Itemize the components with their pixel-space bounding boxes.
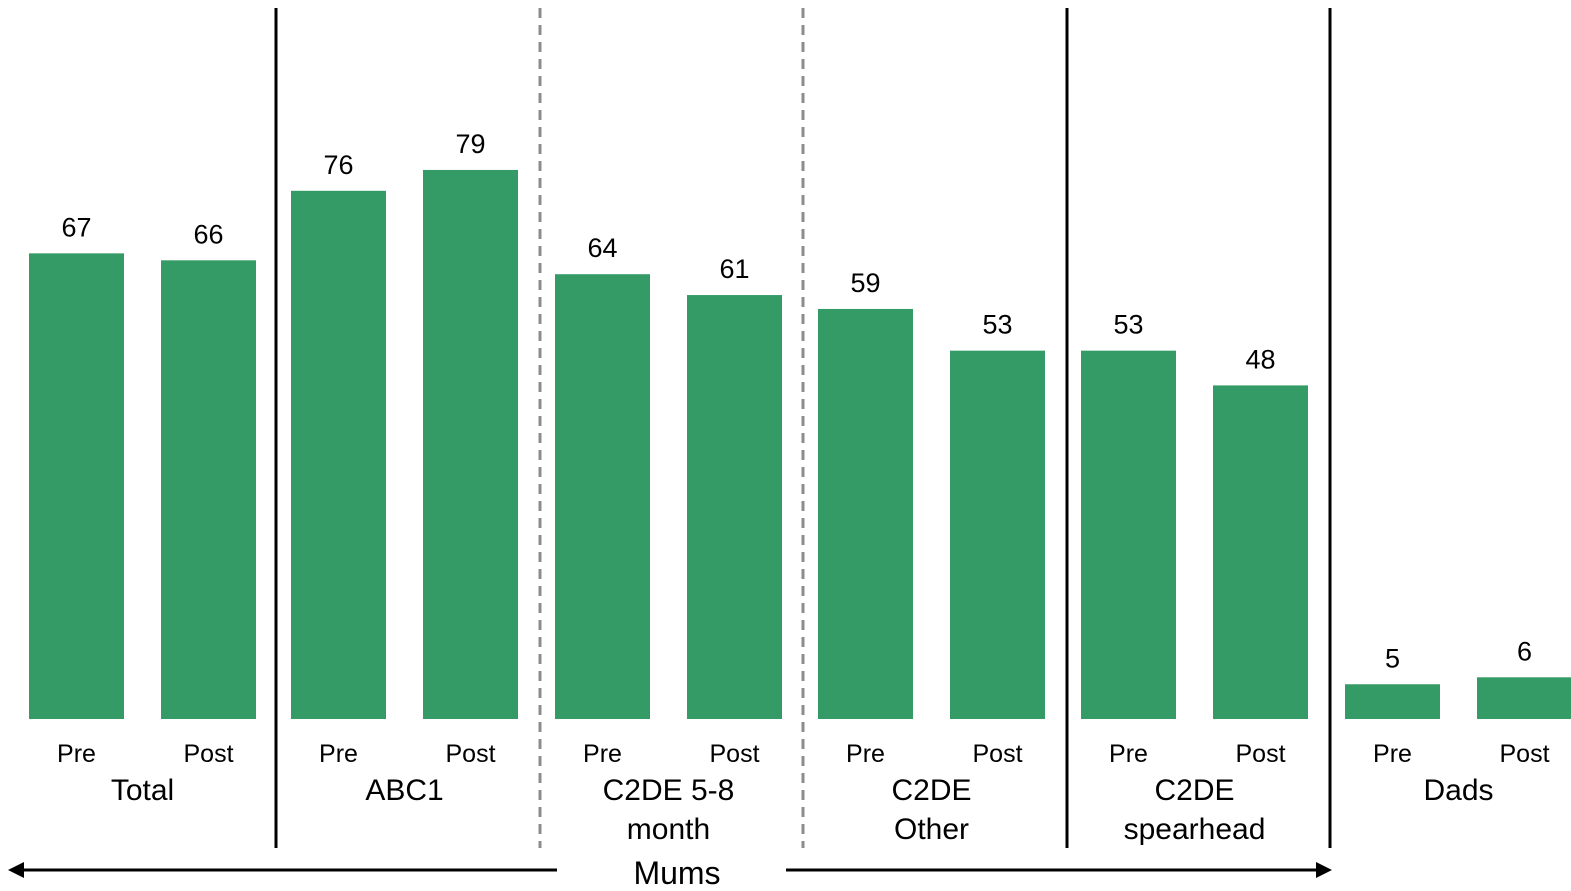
group-label: Total	[111, 774, 174, 807]
category-tick-label: Post	[972, 740, 1022, 768]
mums-span-arrow: Mums	[8, 855, 1332, 891]
bar-value-label: 59	[850, 268, 880, 298]
bar-5-pre	[1081, 350, 1176, 719]
category-tick-label: Pre	[57, 740, 96, 768]
bar-2-pre	[291, 190, 386, 720]
category-tick-label: Post	[1499, 740, 1549, 768]
bar-3-post	[687, 295, 782, 719]
bar-1-pre	[29, 253, 124, 719]
bar-value-label: 53	[982, 310, 1012, 340]
category-tick-label: Post	[183, 740, 233, 768]
category-tick-label: Pre	[846, 740, 885, 768]
bar-value-label: 66	[193, 219, 223, 249]
bar-value-label: 61	[719, 254, 749, 284]
bar-value-label: 64	[587, 233, 617, 263]
group-label: C2DE 5-8	[603, 774, 735, 807]
group-dividers	[274, 8, 1332, 848]
bar-value-label: 48	[1245, 344, 1275, 374]
mums-span-label: Mums	[633, 855, 720, 891]
category-tick-label: Pre	[1373, 740, 1412, 768]
bar-4-post	[950, 350, 1045, 719]
group-label: C2DE	[1154, 774, 1234, 807]
bar-value-label: 6	[1517, 636, 1532, 666]
bar-3-pre	[555, 274, 650, 719]
group-label: C2DE	[891, 774, 971, 807]
value-labels-layer: 67 66 76 79 64 61 59 53 53 48 5 6	[61, 129, 1532, 673]
group-labels-layer: Total ABC1 C2DE 5-8 month C2DE Other C2DE spear…	[111, 774, 1494, 846]
category-tick-label: Pre	[319, 740, 358, 768]
category-labels-layer: Pre Post Pre Post Pre Post Pre Post Pre Post Pre Po…	[57, 740, 1550, 768]
category-tick-label: Post	[1235, 740, 1285, 768]
bar-value-label: 79	[455, 129, 485, 159]
category-tick-label: Pre	[1109, 740, 1148, 768]
bar-5-post	[1213, 385, 1308, 719]
bar-value-label: 76	[323, 150, 353, 180]
arrow-head-right	[1316, 862, 1332, 878]
group-label: month	[627, 813, 710, 846]
bar-value-label: 53	[1113, 310, 1143, 340]
category-tick-label: Post	[709, 740, 759, 768]
bar-value-label: 5	[1385, 643, 1400, 673]
bar-4-pre	[818, 308, 913, 719]
category-tick-label: Pre	[583, 740, 622, 768]
bar-6-pre	[1345, 684, 1440, 719]
group-label: ABC1	[365, 774, 443, 807]
category-tick-label: Post	[445, 740, 495, 768]
arrow-head-left	[8, 862, 24, 878]
group-label: spearhead	[1124, 813, 1266, 846]
bar-6-post	[1477, 677, 1571, 719]
group-label: Dads	[1423, 774, 1493, 807]
bars-layer	[29, 169, 1571, 720]
bar-1-post	[161, 260, 256, 719]
bar-value-label: 67	[61, 212, 91, 242]
group-label: Other	[894, 813, 969, 846]
bar-2-post	[423, 169, 518, 719]
